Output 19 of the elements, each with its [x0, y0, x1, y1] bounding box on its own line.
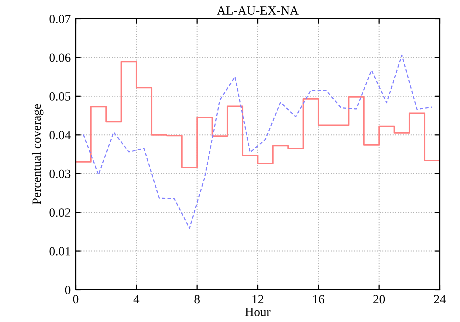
x-tick-label: 16 [314, 295, 325, 304]
y-tick-label: 0.07 [50, 15, 71, 24]
x-tick-label: 8 [194, 295, 200, 304]
x-tick-label: 4 [134, 295, 140, 304]
y-tick-label: 0.01 [50, 247, 70, 256]
y-tick-label: 0.04 [50, 131, 71, 140]
y-tick-label: 0.06 [50, 54, 71, 62]
x-axis-title: Hour [246, 308, 271, 316]
y-axis-title: Percentual coverage [32, 104, 44, 205]
y-tick-label: 0.03 [50, 170, 71, 178]
line-series [83, 54, 433, 229]
x-tick-label: 0 [73, 295, 79, 304]
x-tick-label: 20 [374, 295, 386, 304]
x-tick-label: 12 [252, 295, 264, 304]
y-tick-label: 0.02 [50, 208, 70, 218]
x-tick-label: 24 [434, 295, 446, 304]
y-tick-label: 0 [65, 286, 71, 294]
y-tick-label: 0.05 [50, 92, 71, 101]
chart-title: AL-AU-EX-NA [217, 6, 299, 15]
